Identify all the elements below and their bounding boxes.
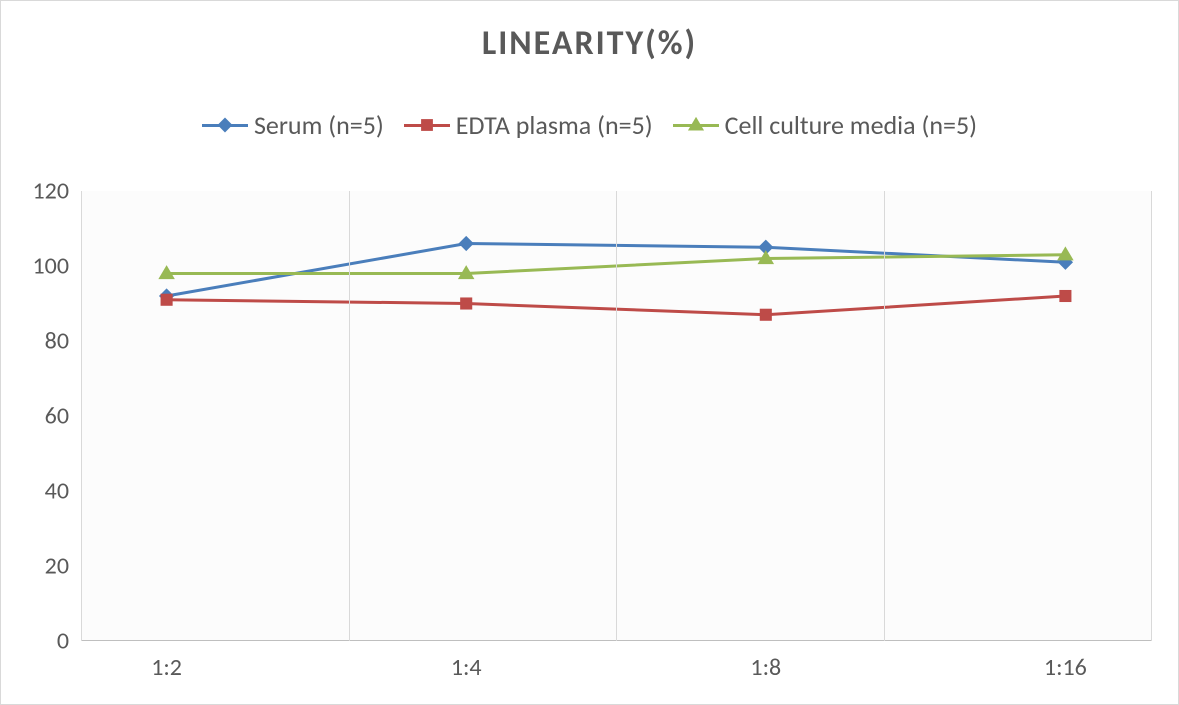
gridline-vertical bbox=[1151, 191, 1152, 641]
legend-label: EDTA plasma (n=5) bbox=[456, 109, 653, 141]
y-tick-label: 60 bbox=[45, 402, 69, 431]
data-marker bbox=[760, 309, 771, 320]
linearity-chart: LINEARITY(%) Serum (n=5) EDTA plasma (n=5… bbox=[0, 0, 1179, 705]
legend-marker bbox=[404, 115, 450, 135]
legend-item: Cell culture media (n=5) bbox=[673, 109, 977, 141]
legend-label: Serum (n=5) bbox=[254, 109, 384, 141]
y-tick-label: 100 bbox=[33, 252, 70, 281]
data-marker bbox=[421, 120, 432, 131]
x-tick-label: 1:16 bbox=[1044, 653, 1087, 682]
x-tick-label: 1:8 bbox=[750, 653, 781, 682]
legend-item: EDTA plasma (n=5) bbox=[404, 109, 653, 141]
y-tick-label: 80 bbox=[45, 327, 69, 356]
gridline-vertical bbox=[81, 191, 82, 641]
data-marker bbox=[461, 298, 472, 309]
legend-label: Cell culture media (n=5) bbox=[725, 109, 977, 141]
data-marker bbox=[218, 118, 232, 132]
y-tick-label: 0 bbox=[57, 627, 69, 656]
data-marker bbox=[688, 118, 702, 130]
gridline-vertical bbox=[349, 191, 350, 641]
chart-title: LINEARITY(%) bbox=[1, 23, 1178, 64]
data-marker bbox=[1060, 290, 1071, 301]
chart-legend: Serum (n=5) EDTA plasma (n=5) Cell culture… bbox=[1, 109, 1178, 142]
data-marker bbox=[459, 237, 473, 251]
legend-marker bbox=[673, 115, 719, 135]
legend-item: Serum (n=5) bbox=[202, 109, 384, 141]
x-tick-label: 1:2 bbox=[151, 653, 182, 682]
legend-marker bbox=[202, 115, 248, 135]
y-tick-label: 20 bbox=[45, 552, 69, 581]
data-marker bbox=[161, 294, 172, 305]
x-tick-label: 1:4 bbox=[451, 653, 482, 682]
gridline-vertical bbox=[884, 191, 885, 641]
gridline-vertical bbox=[616, 191, 617, 641]
y-tick-label: 40 bbox=[45, 477, 69, 506]
plot-area: 0204060801001201:21:41:81:16 bbox=[81, 191, 1151, 641]
y-tick-label: 120 bbox=[33, 177, 70, 206]
